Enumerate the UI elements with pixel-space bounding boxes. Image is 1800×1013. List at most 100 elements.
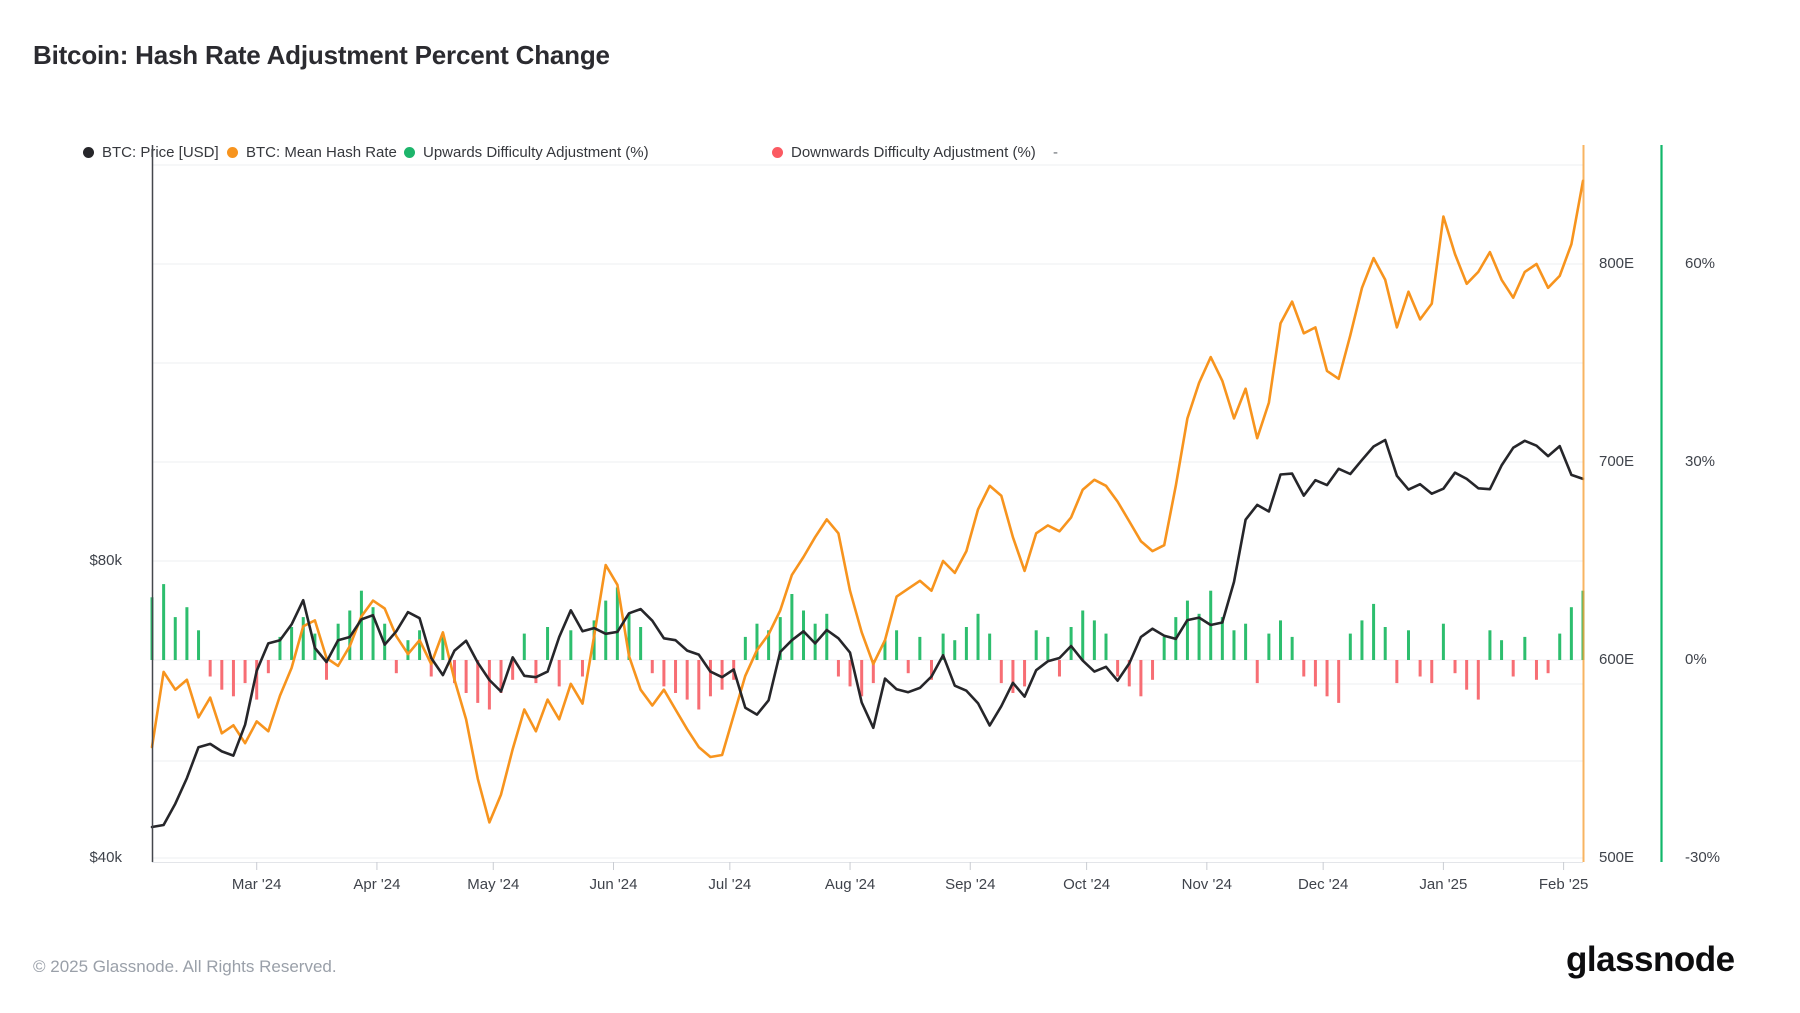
month-tick-label: Mar '24: [231, 876, 282, 893]
adjustment-bar: [720, 660, 724, 690]
percent-tick-label: 0%: [1685, 651, 1707, 668]
adjustment-bar: [1267, 633, 1271, 660]
legend-item-label: Downwards Difficulty Adjustment (%): [791, 143, 1036, 161]
adjustment-bar: [499, 660, 503, 693]
adjustment-bar: [441, 636, 445, 660]
glassnode-logo: glassnode: [1566, 940, 1735, 979]
copyright-text: © 2025 Glassnode. All Rights Reserved.: [33, 957, 337, 976]
month-tick-label: Sep '24: [945, 876, 996, 893]
hashrate-tick-label: 800E: [1599, 255, 1635, 272]
percent-tick-label: -30%: [1685, 849, 1721, 866]
adjustment-bar: [755, 623, 759, 660]
adjustment-bar: [615, 587, 619, 660]
adjustment-bar: [802, 610, 806, 660]
legend-item-3[interactable]: Upwards Difficulty Adjustment (%): [404, 142, 649, 162]
legend-placeholder: -: [1053, 143, 1058, 161]
adjustment-bar: [906, 660, 910, 674]
adjustment-bar: [534, 660, 538, 684]
adjustment-bar: [1127, 660, 1131, 687]
adjustment-bar: [674, 660, 678, 693]
adjustment-bar: [662, 660, 666, 687]
adjustment-bar: [1023, 660, 1027, 687]
adjustment-bar: [452, 660, 456, 684]
adjustment-bar: [1151, 660, 1155, 680]
legend-dot-icon: [404, 146, 415, 158]
adjustment-bar: [743, 636, 747, 660]
adjustment-bar: [1372, 603, 1376, 660]
adjustment-bar: [359, 590, 363, 660]
adjustment-bar: [1185, 600, 1189, 660]
adjustment-bar: [1220, 617, 1224, 660]
adjustment-bar: [197, 630, 201, 660]
adjustment-bar: [1523, 636, 1527, 660]
adjustment-bar: [557, 660, 561, 687]
adjustment-bar: [778, 617, 782, 660]
adjustment-bar: [208, 660, 212, 677]
adjustment-bar: [185, 607, 189, 660]
adjustment-bar: [1395, 660, 1399, 684]
adjustment-bar: [1244, 623, 1248, 660]
adjustment-bar: [394, 660, 398, 674]
adjustment-bar: [999, 660, 1003, 684]
adjustment-bar: [1162, 636, 1166, 660]
adjustment-bar: [243, 660, 247, 684]
adjustment-bar: [220, 660, 224, 690]
adjustment-bar: [1057, 660, 1061, 677]
adjustment-bar: [1476, 660, 1480, 700]
month-tick-label: Dec '24: [1297, 876, 1349, 893]
adjustment-bar: [1558, 633, 1562, 660]
adjustment-bar: [325, 660, 329, 680]
adjustment-bar: [580, 660, 584, 677]
adjustment-bar: [1255, 660, 1259, 684]
legend-item-label: BTC: Price [USD]: [102, 143, 219, 161]
adjustment-bar: [604, 600, 608, 660]
adjustment-bar: [964, 627, 968, 660]
adjustment-bar: [1546, 660, 1550, 674]
adjustment-bar: [941, 633, 945, 660]
adjustment-bar: [1197, 613, 1201, 660]
adjustment-bar: [988, 633, 992, 660]
adjustment-bar: [1325, 660, 1329, 697]
adjustment-bar: [301, 617, 305, 660]
adjustment-bar: [1232, 630, 1236, 660]
adjustment-bar: [929, 660, 933, 680]
percent-tick-label: 30%: [1685, 453, 1716, 470]
adjustment-bar: [1069, 627, 1073, 660]
adjustment-bar: [278, 636, 282, 660]
adjustment-bar: [1104, 633, 1108, 660]
adjustment-bar: [1360, 620, 1364, 660]
adjustment-bar: [650, 660, 654, 674]
adjustment-bar: [1569, 607, 1573, 660]
adjustment-bar: [895, 630, 899, 660]
adjustment-bar: [406, 640, 410, 660]
adjustment-bar: [685, 660, 689, 700]
hashrate-tick-label: 500E: [1599, 849, 1635, 866]
month-tick-label: Aug '24: [824, 876, 876, 893]
legend-item-4[interactable]: Downwards Difficulty Adjustment (%): [772, 142, 1036, 162]
page-title: Bitcoin: Hash Rate Adjustment Percent Ch…: [33, 40, 610, 70]
adjustment-bar: [522, 633, 526, 660]
adjustment-bar: [836, 660, 840, 677]
adjustment-bar: [767, 630, 771, 660]
legend-item-1[interactable]: BTC: Price [USD]: [83, 142, 219, 162]
adjustment-bar: [708, 660, 712, 697]
month-tick-label: Nov '24: [1181, 876, 1233, 893]
upwards-adjustment-bars: [150, 584, 1585, 660]
adjustment-bar: [697, 660, 701, 710]
adjustment-bar: [1046, 636, 1050, 660]
hashrate-tick-label: 700E: [1599, 453, 1635, 470]
legend-dot-icon: [227, 146, 238, 158]
adjustment-bar: [266, 660, 270, 674]
hashrate-tick-label: 600E: [1599, 651, 1635, 668]
adjustment-bar: [1011, 660, 1015, 693]
adjustment-bar: [860, 660, 864, 697]
adjustment-bar: [1453, 660, 1457, 674]
legend-item-2[interactable]: BTC: Mean Hash Rate: [227, 142, 397, 162]
adjustment-bar: [1081, 610, 1085, 660]
price-tick-label: $80k: [89, 552, 122, 569]
legend-item-label: BTC: Mean Hash Rate: [246, 143, 397, 161]
month-tick-label: Feb '25: [1538, 876, 1589, 893]
month-tick-label: May '24: [467, 876, 520, 893]
